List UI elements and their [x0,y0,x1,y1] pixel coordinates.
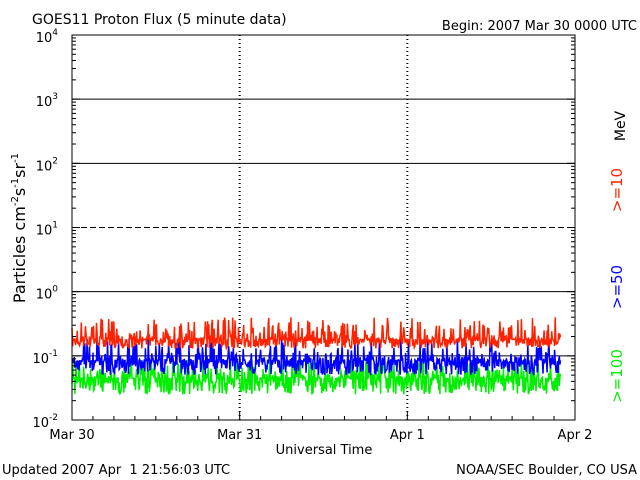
y-tick-label-3: 101 [36,221,58,239]
x-axis-label: Universal Time [276,443,373,458]
chart-title: GOES11 Proton Flux (5 minute data) [32,12,287,28]
series-line-1 [71,337,562,376]
begin-label: Begin: 2007 Mar 30 0000 UTC [442,19,637,34]
credit-label: NOAA/SEC Boulder, CO USA [456,463,637,478]
legend-label-1: >=50 [608,265,626,309]
series-line-0 [71,359,562,395]
y-tick-label-2: 100 [36,285,59,303]
legend-label-2: >=100 [608,349,626,403]
y-axis-label: Particles cm-2s-1sr-1 [10,153,29,303]
y-tick-label-0: 10-2 [32,413,58,431]
x-tick-label-2: Apr 1 [390,428,425,443]
y-tick-label-5: 103 [36,92,58,110]
y-tick-label-4: 102 [36,156,58,174]
series-layer [71,317,562,395]
legend-label-0: >=10 [608,168,626,212]
x-tick-label-0: Mar 30 [49,428,94,443]
x-tick-label-3: Apr 2 [558,428,593,443]
x-tick-label-1: Mar 31 [217,428,262,443]
legend: >=10 >=50 >=100 [608,168,626,403]
updated-timestamp: Updated 2007 Apr 1 21:56:03 UTC [2,463,230,478]
series-line-2 [71,317,562,351]
y-tick-label-1: 10-1 [32,349,58,367]
y-tick-label-6: 104 [36,28,59,46]
unit-label: MeV [613,110,629,141]
chart-axes: 10-2 10-1 100 101 102 103 104 Mar 30 Mar 31 Apr 1… [32,28,592,443]
